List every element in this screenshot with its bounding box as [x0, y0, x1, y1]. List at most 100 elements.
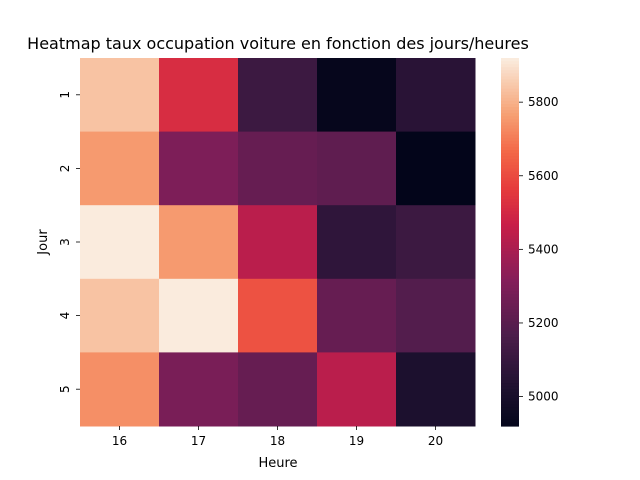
heatmap-cell: [317, 278, 397, 353]
heatmap-cell: [80, 131, 160, 206]
colorbar-tick-label: 5600: [528, 169, 559, 183]
colorbar-slice: [501, 64, 519, 68]
colorbar-ticks: 5000 5200 5400 5600 5800: [519, 95, 559, 404]
colorbar-slice: [501, 291, 519, 295]
colorbar-slice: [501, 183, 519, 188]
heatmap-cell: [80, 352, 160, 427]
colorbar-slice: [501, 205, 519, 209]
colorbar-slice: [501, 315, 519, 320]
colorbar-slice: [501, 128, 519, 133]
y-tick-label: 5: [58, 385, 72, 393]
colorbar-slice: [501, 94, 519, 99]
heatmap-cell: [238, 278, 318, 353]
colorbar-slice: [501, 67, 519, 71]
colorbar-slice: [501, 419, 519, 424]
colorbar-slice: [501, 324, 519, 329]
x-tick-label: 19: [349, 434, 364, 448]
colorbar-slice: [501, 376, 519, 381]
colorbar-slice: [501, 395, 519, 399]
colorbar-slice: [501, 211, 519, 215]
colorbar-slice: [501, 272, 519, 277]
colorbar-slice: [501, 346, 519, 350]
colorbar-slice: [501, 61, 519, 65]
heatmap-cell: [159, 205, 239, 280]
y-tick-label: 2: [58, 165, 72, 173]
colorbar-slice: [501, 104, 519, 108]
colorbar-slice: [501, 196, 519, 200]
colorbar-slice: [501, 153, 519, 157]
colorbar-slice: [501, 300, 519, 304]
heatmap-cell: [238, 131, 318, 206]
colorbar-slice: [501, 386, 519, 390]
colorbar-slice: [501, 171, 519, 176]
colorbar-slice: [501, 113, 519, 117]
heatmap-cell: [238, 58, 318, 133]
colorbar-slice: [501, 309, 519, 314]
y-tick-label: 4: [58, 312, 72, 320]
x-tick-label: 18: [270, 434, 285, 448]
colorbar-slice: [501, 294, 519, 298]
colorbar-slice: [501, 383, 519, 387]
colorbar-slice: [501, 162, 519, 166]
colorbar-slice: [501, 410, 519, 415]
heatmap-cell: [396, 58, 476, 133]
heatmap-cell: [159, 278, 239, 353]
colorbar-slice: [501, 76, 519, 81]
colorbar-slice: [501, 119, 519, 123]
x-axis-label: Heure: [258, 456, 297, 471]
colorbar-slice: [501, 58, 519, 62]
heatmap-cells: [80, 58, 476, 427]
heatmap-cell: [317, 58, 397, 133]
colorbar-slice: [501, 330, 519, 335]
colorbar-slice: [501, 146, 519, 151]
colorbar-slice: [501, 257, 519, 261]
heatmap-cell: [159, 58, 239, 133]
colorbar-slice: [501, 79, 519, 84]
colorbar-slice: [501, 180, 519, 185]
colorbar-slice: [501, 214, 519, 219]
colorbar-slice: [501, 232, 519, 237]
colorbar-slice: [501, 303, 519, 307]
heatmap-cell: [396, 278, 476, 353]
colorbar-slice: [501, 306, 519, 311]
colorbar-slice: [501, 380, 519, 384]
y-tick-label: 1: [58, 91, 72, 99]
colorbar-slice: [501, 202, 519, 206]
x-tick-label: 20: [428, 434, 443, 448]
colorbar-slice: [501, 245, 519, 249]
heatmap-cell: [159, 352, 239, 427]
heatmap-cell: [396, 352, 476, 427]
colorbar-slice: [501, 110, 519, 114]
colorbar-slice: [501, 137, 519, 142]
colorbar-slice: [501, 349, 519, 353]
heatmap-cell: [396, 205, 476, 280]
heatmap-cell: [80, 205, 160, 280]
colorbar-slice: [501, 107, 519, 111]
heatmap-cell: [80, 278, 160, 353]
colorbar: [501, 58, 519, 427]
colorbar-slice: [501, 398, 519, 403]
heatmap-cell: [159, 131, 239, 206]
x-axis-ticks: 16 17 18 19 20: [112, 426, 443, 448]
colorbar-slice: [501, 392, 519, 396]
heatmap-cell: [80, 58, 160, 133]
colorbar-slice: [501, 208, 519, 212]
colorbar-slice: [501, 355, 519, 360]
colorbar-slice: [501, 168, 519, 173]
colorbar-slice: [501, 337, 519, 341]
colorbar-slice: [501, 131, 519, 136]
colorbar-slice: [501, 251, 519, 255]
colorbar-slice: [501, 82, 519, 87]
y-tick-label: 3: [58, 238, 72, 246]
colorbar-slice: [501, 199, 519, 203]
heatmap-cell: [238, 205, 318, 280]
heatmap-cell: [396, 131, 476, 206]
colorbar-slice: [501, 165, 519, 169]
colorbar-slice: [501, 189, 519, 194]
colorbar-slice: [501, 367, 519, 372]
y-axis-ticks: 1 2 3 4 5: [58, 91, 80, 393]
colorbar-slice: [501, 284, 519, 289]
colorbar-slice: [501, 70, 519, 74]
colorbar-slice: [501, 340, 519, 344]
